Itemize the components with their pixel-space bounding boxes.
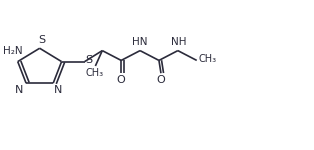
Text: N: N xyxy=(15,85,23,95)
Text: H₂N: H₂N xyxy=(3,46,23,56)
Text: CH₃: CH₃ xyxy=(199,54,217,64)
Text: NH: NH xyxy=(171,37,187,47)
Text: N: N xyxy=(54,85,62,95)
Text: CH₃: CH₃ xyxy=(85,68,103,78)
Text: HN: HN xyxy=(132,37,148,47)
Text: O: O xyxy=(117,75,126,85)
Text: S: S xyxy=(86,55,93,65)
Text: S: S xyxy=(38,34,45,45)
Text: O: O xyxy=(157,75,165,85)
